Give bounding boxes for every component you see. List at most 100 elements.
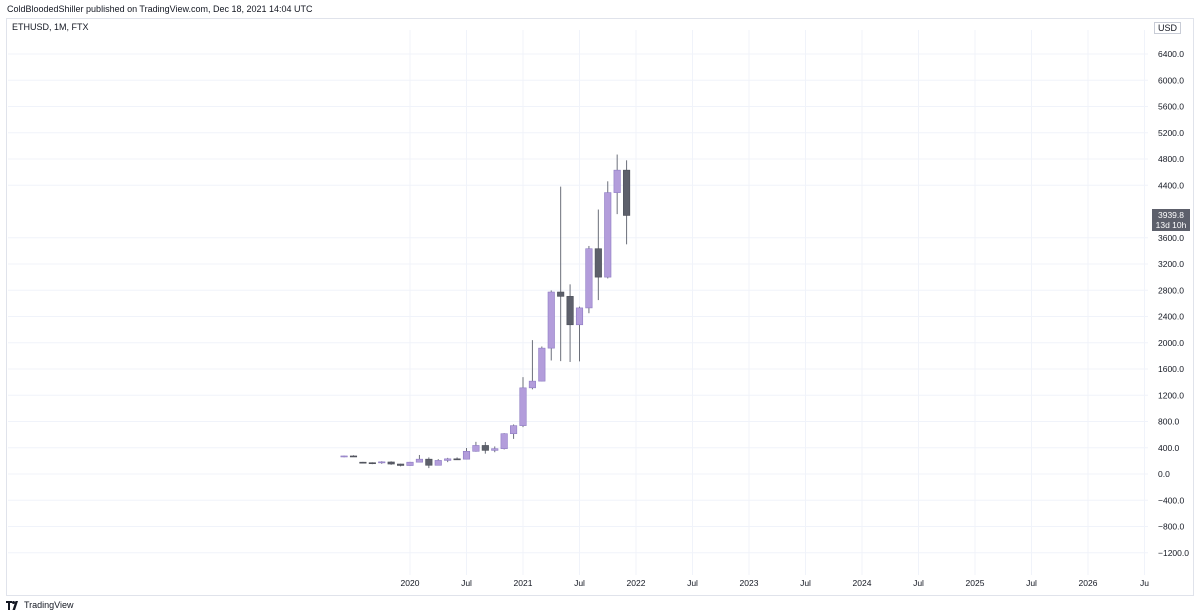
candle[interactable] — [340, 455, 348, 458]
y-tick-label: 2800.0 — [1158, 285, 1184, 295]
y-tick-label: −800.0 — [1158, 522, 1185, 532]
x-tick-label: 2023 — [740, 578, 759, 588]
candle-body — [425, 458, 433, 466]
candle[interactable] — [434, 459, 442, 466]
candle[interactable] — [623, 160, 631, 245]
y-tick-label: −400.0 — [1158, 495, 1185, 505]
candle[interactable] — [613, 154, 621, 215]
candle[interactable] — [462, 448, 471, 460]
candle-body — [566, 296, 574, 326]
candle-body — [472, 445, 480, 452]
candle[interactable] — [444, 457, 452, 463]
candle[interactable] — [425, 457, 433, 469]
x-tick-label: 2020 — [401, 578, 420, 588]
candle[interactable] — [472, 441, 480, 452]
candle-body — [519, 387, 527, 426]
y-tick-label: −1200.0 — [1158, 548, 1189, 558]
y-tick-label: 2000.0 — [1158, 338, 1184, 348]
y-tick-label: 2400.0 — [1158, 312, 1184, 322]
candle[interactable] — [547, 290, 555, 361]
candles — [340, 154, 631, 469]
y-tick-label: 3600.0 — [1158, 233, 1184, 243]
candle-body — [491, 448, 499, 451]
chart-frame — [6, 18, 1194, 596]
bar-countdown: 13d 10h — [1155, 220, 1187, 230]
candle[interactable] — [481, 441, 489, 454]
candle[interactable] — [528, 340, 536, 390]
candle[interactable] — [387, 461, 395, 465]
y-tick-label: 6400.0 — [1158, 49, 1184, 59]
x-tick-label: Jul — [1026, 578, 1037, 588]
y-tick-label: 3200.0 — [1158, 259, 1184, 269]
last-price-tag: 3939.8 13d 10h — [1152, 209, 1190, 231]
x-tick-label: Jul — [800, 578, 811, 588]
candle-body — [510, 425, 518, 435]
candle-body — [453, 458, 461, 461]
candle-body — [434, 460, 442, 466]
x-tick-label: Ju — [1140, 578, 1149, 588]
x-gridlines — [409, 30, 1145, 575]
candle-body — [481, 445, 489, 451]
x-tick-label: 2021 — [514, 578, 533, 588]
candle[interactable] — [510, 424, 518, 439]
candle[interactable] — [406, 461, 414, 466]
candle[interactable] — [397, 463, 405, 467]
candle[interactable] — [604, 181, 612, 279]
candle-body — [349, 455, 358, 458]
y-tick-label: 1200.0 — [1158, 390, 1184, 400]
candle[interactable] — [491, 446, 499, 453]
y-tick-label: 4800.0 — [1158, 154, 1184, 164]
candle-body — [575, 307, 584, 326]
candle[interactable] — [585, 245, 593, 314]
candle[interactable] — [453, 457, 461, 461]
candle-body — [378, 461, 386, 464]
y-tick-label: 800.0 — [1158, 417, 1180, 427]
candle-body — [500, 433, 508, 449]
currency-label[interactable]: USD — [1154, 22, 1182, 34]
candle[interactable] — [519, 377, 527, 428]
y-tick-label: 1600.0 — [1158, 364, 1184, 374]
x-tick-label: Jul — [574, 578, 585, 588]
x-tick-label: 2025 — [966, 578, 985, 588]
time-axis: 2020 Jul 2021 Jul 2022 Jul 2023 Jul 2024 Jul 2025 J… — [401, 578, 1150, 588]
candle-body — [406, 461, 414, 466]
y-gridlines — [8, 53, 1148, 554]
candle-body — [415, 458, 423, 463]
last-price-value: 3939.8 — [1158, 210, 1184, 220]
candle-body — [557, 291, 565, 297]
y-tick-label: 400.0 — [1158, 443, 1180, 453]
price-axis: 6400.0 6000.0 5600.0 5200.0 4800.0 4400.0 3600… — [1158, 49, 1189, 558]
candle[interactable] — [415, 454, 423, 463]
candle[interactable] — [359, 461, 367, 464]
y-tick-label: 4400.0 — [1158, 180, 1184, 190]
candle[interactable] — [594, 209, 602, 301]
candle[interactable] — [566, 284, 574, 362]
tradingview-footer[interactable]: TradingView — [6, 598, 74, 612]
y-tick-label: 5200.0 — [1158, 128, 1184, 138]
candle[interactable] — [500, 433, 508, 450]
x-tick-label: Jul — [687, 578, 698, 588]
candle-body — [613, 169, 621, 193]
candle-body — [462, 450, 471, 460]
candle-body — [528, 380, 536, 389]
candle[interactable] — [349, 455, 358, 458]
candle-body — [397, 463, 405, 466]
candle-body — [359, 461, 367, 464]
candle[interactable] — [368, 462, 376, 465]
candle-body — [340, 455, 348, 458]
candle-body — [547, 291, 555, 349]
candle-body — [387, 461, 395, 465]
candle[interactable] — [378, 461, 386, 464]
x-tick-label: Jul — [461, 578, 472, 588]
candle[interactable] — [575, 306, 584, 362]
candle-body — [623, 169, 631, 216]
x-tick-label: 2022 — [627, 578, 646, 588]
symbol-legend: ETHUSD, 1M, FTX — [12, 22, 89, 32]
candle[interactable] — [538, 346, 546, 382]
candle-body — [538, 347, 546, 382]
published-by-line: ColdBloodedShiller published on TradingV… — [7, 4, 313, 14]
candle[interactable] — [557, 186, 565, 362]
x-tick-label: Jul — [913, 578, 924, 588]
y-tick-label: 0.0 — [1158, 469, 1170, 479]
